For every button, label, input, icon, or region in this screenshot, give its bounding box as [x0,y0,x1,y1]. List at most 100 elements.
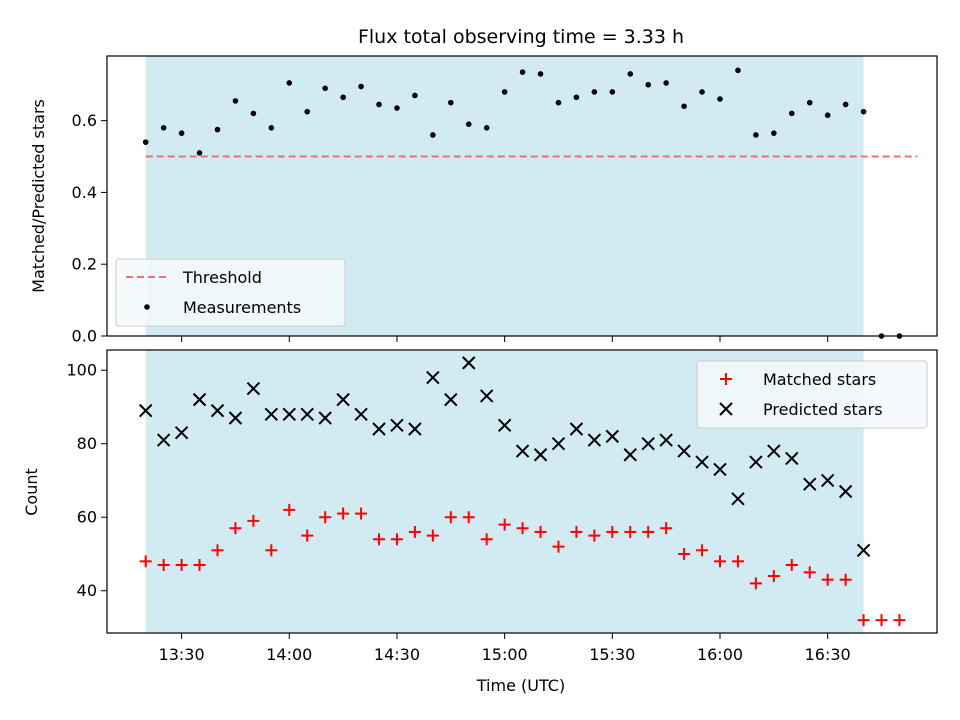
predicted-star-point [659,433,673,447]
matched-star-point [462,511,475,524]
x-tick-label: 14:30 [374,645,420,664]
predicted-star-point [336,392,350,407]
predicted-marker-b [318,411,332,425]
predicted-marker-b [533,448,548,462]
measurement-point [214,126,221,133]
measurement-point [860,108,867,115]
predicted-star-point [228,411,243,425]
measurement-point [717,96,723,102]
matched-star-point [480,533,493,546]
predicted-star-point [605,429,620,444]
predicted-marker-b [300,407,314,422]
ratio-legend: Threshold Measurements [115,258,346,327]
measurement-point [286,80,293,86]
measurement-point [627,71,634,77]
measurement-point [483,124,490,131]
measurement-point [358,83,364,90]
matched-star-point [301,529,314,542]
predicted-marker-b [210,403,225,418]
measurement-point [824,112,831,119]
matched-star-point [642,525,655,538]
predicted-star-point [749,455,763,469]
predicted-star-point [372,422,386,436]
predicted-marker-b [156,433,171,447]
predicted-marker-b [426,370,440,385]
matched-star-point [624,525,637,538]
matched-star-point [247,514,260,527]
measurement-point [142,139,149,145]
matched-star-point [731,555,744,568]
measurement-point [555,99,562,106]
matched-star-point [229,522,242,535]
matched-star-point [696,544,709,557]
count-y-axis-label: Count [22,468,41,516]
predicted-marker-b [677,444,691,458]
measurement-point [250,110,257,117]
matched-star-point [265,544,278,557]
x-tick-label: 15:00 [482,645,528,664]
predicted-marker-b [462,356,476,370]
measurement-point [394,105,400,111]
count-panel: 40 60 80 100 13:30 14:00 14:30 15:00 15:30 16:00 1… [22,349,938,695]
predicted-marker-b [695,455,709,469]
measurement-point [430,132,436,138]
predicted-marker-b [785,451,799,466]
matched-star-point [660,522,673,535]
measurement-point [196,150,203,156]
matched-star-point [606,525,619,538]
matched-star-point [426,529,439,542]
predicted-star-point [174,425,189,440]
predicted-star-point [497,418,512,433]
matched-star-point [193,559,206,572]
predicted-star-point [246,381,261,396]
predicted-star-point [838,484,853,499]
measurement-point [645,81,652,88]
x-axis-label: Time (UTC) [476,676,565,695]
matched-star-point [785,559,798,572]
measurement-point [753,132,759,138]
count-y-tick-label: 80 [77,434,97,453]
legend-threshold-label: Threshold [182,268,262,287]
predicted-marker-b [713,462,727,477]
matched-star-point [767,570,780,583]
predicted-marker-b [515,444,530,458]
predicted-marker-b [246,381,261,396]
matched-star-point [139,555,152,568]
matched-star-point [857,614,870,627]
predicted-star-point [210,403,225,418]
predicted-marker-b [282,407,296,422]
x-tick-label: 15:30 [589,645,635,664]
measurement-point [160,124,167,131]
measurement-point [788,110,795,117]
predicted-marker-b [803,477,817,491]
predicted-marker-b [479,389,494,403]
matched-star-point [355,507,368,520]
predicted-star-point [713,462,727,477]
matched-star-point [552,540,565,553]
matched-star-point [408,525,421,538]
predicted-star-point [569,422,584,436]
matched-star-point [337,507,350,520]
matched-star-point [498,518,511,531]
measurement-point [412,92,418,99]
matched-star-point [821,573,834,586]
predicted-marker-b [336,392,350,407]
ratio-y-tick-label: 0.6 [72,111,97,130]
matched-star-point [211,544,224,557]
predicted-marker-b [174,425,189,440]
predicted-star-point [623,448,637,462]
predicted-star-point [426,370,440,385]
x-tick-label: 13:30 [159,645,205,664]
measurement-point [842,101,849,108]
predicted-star-point [551,437,566,451]
predicted-star-point [462,356,476,370]
measurement-point [699,89,705,95]
predicted-star-point [587,433,602,447]
predicted-marker-b [138,403,153,418]
count-panel-frame [106,349,938,634]
predicted-marker-b [569,422,584,436]
measurement-point [771,130,777,136]
predicted-marker-b [659,433,673,447]
x-tick-label: 16:00 [697,645,743,664]
